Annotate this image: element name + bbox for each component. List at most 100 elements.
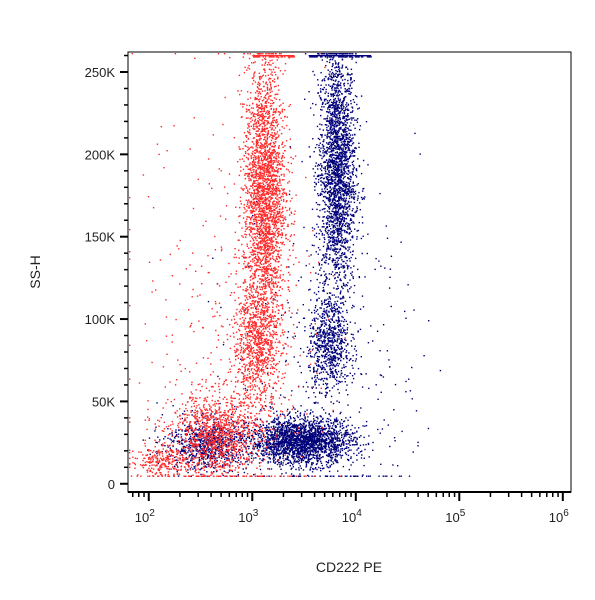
data-point-blue (331, 176, 334, 178)
data-point-blue (324, 441, 326, 443)
data-point-blue (330, 138, 332, 140)
data-point-blue (328, 323, 331, 326)
data-point-blue (256, 418, 258, 421)
data-point-blue (338, 147, 341, 149)
data-point-blue (329, 164, 332, 166)
data-point-blue (336, 84, 338, 87)
data-point-blue (298, 438, 300, 440)
data-point-blue (328, 141, 331, 144)
data-point-blue (289, 460, 291, 462)
data-point-blue (325, 231, 327, 233)
data-point-blue (260, 434, 262, 436)
data-point-blue (297, 451, 300, 453)
data-point-blue (344, 139, 346, 141)
data-point-blue (277, 444, 279, 446)
data-point-blue (266, 443, 268, 446)
data-point-blue (313, 309, 316, 312)
data-point-blue (348, 185, 350, 187)
data-point-blue (317, 215, 319, 217)
data-point-blue (329, 351, 331, 353)
data-point-blue (327, 234, 329, 236)
data-point-blue (299, 465, 301, 467)
data-point-blue (313, 368, 315, 371)
data-point-blue (342, 75, 344, 77)
data-point-blue (286, 429, 288, 431)
data-point-blue (277, 448, 279, 450)
data-point-blue (338, 177, 340, 179)
data-point-blue (338, 68, 340, 71)
data-point-blue (290, 443, 292, 445)
data-point-blue (317, 194, 320, 197)
data-point-blue (313, 356, 315, 358)
data-point-blue (331, 103, 333, 106)
data-point-blue (329, 206, 331, 208)
data-point-blue (318, 426, 321, 428)
data-point-blue (332, 461, 334, 463)
data-point-blue (357, 195, 359, 197)
data-point-blue (334, 445, 337, 448)
data-point-blue (336, 124, 339, 127)
data-point-blue (332, 94, 335, 96)
data-point-blue (333, 137, 335, 139)
data-point-blue (329, 369, 331, 371)
data-point-blue (314, 384, 316, 386)
data-point-blue (342, 107, 344, 109)
data-point-blue (350, 77, 352, 79)
data-point-blue (334, 307, 336, 310)
data-point-blue (347, 459, 350, 462)
data-point-blue (315, 443, 318, 446)
data-point-blue (322, 340, 324, 342)
data-point-blue (273, 419, 276, 421)
data-point-blue (351, 274, 353, 276)
data-point-blue (273, 434, 276, 436)
data-point-blue (330, 118, 333, 120)
data-point-blue (350, 196, 353, 199)
data-point-blue (332, 160, 334, 162)
data-point-blue (275, 423, 278, 426)
data-point-blue (357, 183, 359, 185)
data-point-blue (347, 433, 349, 435)
data-point-blue (293, 435, 296, 437)
data-point-blue (337, 83, 339, 85)
data-point-blue (340, 256, 342, 259)
data-point-blue (347, 79, 349, 82)
data-point-blue (337, 320, 340, 322)
data-point-blue (330, 132, 332, 134)
data-point-blue (348, 53, 351, 55)
data-point-blue (306, 355, 308, 358)
data-point-blue (332, 102, 334, 105)
data-point-blue (277, 419, 279, 421)
data-point-blue (356, 121, 359, 123)
data-point-blue (350, 333, 353, 335)
data-point-blue (317, 313, 319, 315)
data-point-blue (327, 120, 329, 122)
data-point-blue (262, 435, 265, 438)
data-point-blue (353, 101, 356, 103)
data-point-blue (347, 127, 349, 129)
data-point-blue (342, 310, 344, 313)
data-point-blue (344, 175, 346, 178)
data-point-blue (331, 87, 333, 89)
data-point-blue (351, 196, 353, 198)
data-point-blue (304, 461, 307, 463)
data-point-blue (318, 437, 321, 439)
data-point-blue (288, 436, 290, 438)
data-point-blue (372, 441, 374, 444)
data-point-blue (332, 226, 334, 228)
data-point-blue (331, 376, 334, 378)
data-point-blue (348, 73, 350, 76)
data-point-blue (354, 134, 356, 136)
data-point-blue (343, 122, 345, 124)
data-point-blue (340, 457, 342, 459)
data-point-blue (346, 239, 348, 241)
data-point-blue (324, 428, 326, 431)
data-point-blue (334, 144, 336, 147)
data-point-blue (345, 158, 348, 161)
data-point-blue (347, 166, 349, 169)
data-point-blue (345, 430, 348, 432)
data-point-blue (325, 226, 328, 229)
data-point-blue (356, 430, 358, 432)
data-point-blue (307, 447, 309, 449)
data-point-blue (300, 445, 302, 447)
data-point-blue (326, 153, 328, 155)
